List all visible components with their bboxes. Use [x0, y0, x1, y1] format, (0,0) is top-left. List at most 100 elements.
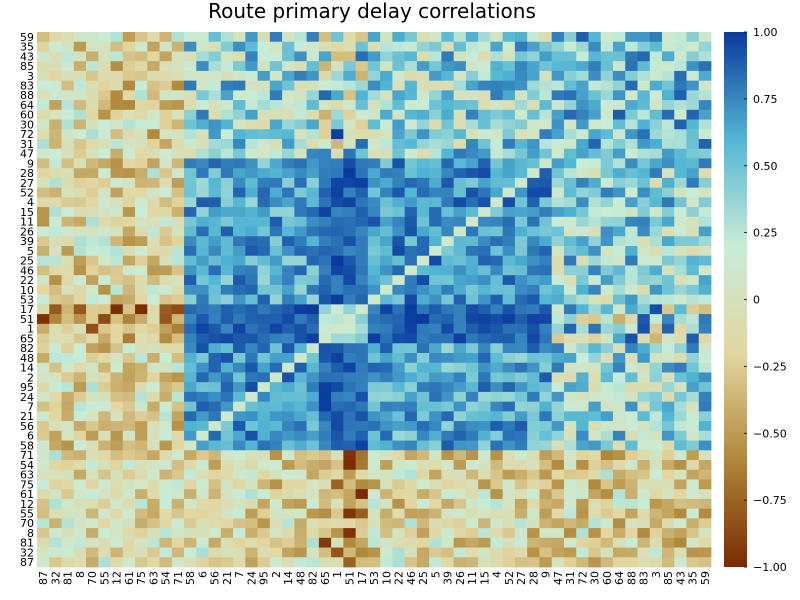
heatmap-cell — [318, 168, 332, 179]
heatmap-cell — [257, 41, 271, 52]
heatmap-cell — [208, 177, 222, 189]
heatmap-cell — [576, 333, 589, 344]
heatmap-cell — [698, 440, 712, 451]
heatmap-cell — [502, 382, 516, 393]
heatmap-cell — [563, 284, 577, 296]
heatmap-cell — [698, 362, 712, 373]
heatmap-cell — [539, 362, 553, 373]
heatmap-cell — [588, 100, 602, 111]
heatmap-cell — [135, 197, 148, 208]
heatmap-cell — [404, 70, 418, 82]
heatmap-cell — [110, 547, 124, 558]
heatmap-cell — [465, 129, 479, 140]
heatmap-cell — [416, 557, 430, 568]
heatmap-cell — [233, 294, 246, 305]
heatmap-cell — [257, 391, 271, 403]
heatmap-cell — [73, 479, 87, 490]
heatmap-cell — [98, 333, 111, 344]
heatmap-cell — [37, 284, 50, 296]
heatmap-cell — [355, 323, 369, 334]
heatmap-cell — [294, 158, 307, 169]
heatmap-cell — [171, 129, 185, 140]
heatmap-cell — [343, 430, 357, 441]
heatmap-cell — [441, 148, 455, 159]
heatmap-cell — [306, 109, 320, 120]
heatmap-cell — [588, 479, 602, 490]
heatmap-cell — [404, 100, 418, 111]
heatmap-cell — [698, 51, 712, 62]
heatmap-cell — [661, 518, 675, 529]
heatmap-cell — [429, 265, 442, 276]
heatmap-cell — [196, 479, 209, 490]
heatmap-cell — [600, 51, 614, 62]
heatmap-cell — [220, 421, 234, 432]
heatmap-cell — [625, 177, 638, 189]
heatmap-cell — [465, 284, 479, 296]
heatmap-cell — [196, 421, 209, 432]
heatmap-cell — [86, 450, 99, 461]
heatmap-cell — [612, 41, 626, 52]
heatmap-cell — [392, 158, 406, 169]
heatmap-cell — [306, 557, 320, 568]
heatmap-cell — [637, 401, 651, 412]
row-tick-label: 54 — [20, 459, 34, 472]
heatmap-cell — [453, 314, 467, 325]
heatmap-cell — [147, 216, 160, 227]
heatmap-cell — [404, 216, 418, 227]
heatmap-cell — [306, 391, 320, 403]
heatmap-cell — [478, 343, 491, 354]
heatmap-cell — [159, 440, 173, 451]
heatmap-cell — [502, 557, 516, 568]
heatmap-cell — [184, 489, 197, 500]
heatmap-cell — [649, 70, 663, 82]
heatmap-cell — [588, 333, 602, 344]
heatmap-cell — [367, 489, 381, 500]
heatmap-cell — [686, 508, 700, 519]
heatmap-cell — [637, 469, 651, 480]
heatmap-cell — [61, 284, 75, 296]
heatmap-cell — [637, 382, 651, 393]
row-tick-label: 53 — [20, 294, 34, 307]
heatmap-cell — [294, 41, 307, 52]
heatmap-cell — [380, 197, 393, 208]
heatmap-cell — [110, 41, 124, 52]
heatmap-cell — [135, 528, 148, 539]
heatmap-cell — [282, 421, 295, 432]
heatmap-cell — [343, 32, 357, 43]
heatmap-cell — [380, 469, 393, 480]
heatmap-cell — [159, 207, 173, 218]
heatmap-cell — [135, 148, 148, 159]
heatmap-cell — [184, 119, 197, 130]
heatmap-cell — [110, 489, 124, 500]
heatmap-cell — [674, 226, 687, 237]
heatmap-cell — [282, 518, 295, 529]
heatmap-cell — [404, 246, 418, 257]
row-tick-label: 5 — [27, 245, 34, 258]
heatmap-cell — [563, 450, 577, 461]
heatmap-cell — [37, 148, 50, 159]
heatmap-cell — [637, 460, 651, 471]
heatmap-cell — [171, 362, 185, 373]
heatmap-cell — [416, 518, 430, 529]
heatmap-cell — [269, 479, 283, 490]
heatmap-cell — [208, 70, 222, 82]
heatmap-cell — [453, 343, 467, 354]
heatmap-cell — [257, 275, 271, 286]
heatmap-cell — [514, 382, 528, 393]
heatmap-cell — [184, 353, 197, 364]
heatmap-cell — [122, 158, 136, 169]
heatmap-cell — [392, 518, 406, 529]
heatmap-cell — [257, 246, 271, 257]
heatmap-cell — [588, 139, 602, 150]
heatmap-cell — [306, 70, 320, 82]
heatmap-cell — [269, 265, 283, 276]
heatmap-cell — [392, 430, 406, 441]
heatmap-cell — [612, 498, 626, 510]
heatmap-cell — [245, 284, 258, 296]
heatmap-cell — [73, 51, 87, 62]
heatmap-cell — [196, 100, 209, 111]
heatmap-cell — [429, 314, 442, 325]
heatmap-cell — [600, 498, 614, 510]
heatmap-cell — [86, 469, 99, 480]
heatmap-cell — [600, 314, 614, 325]
